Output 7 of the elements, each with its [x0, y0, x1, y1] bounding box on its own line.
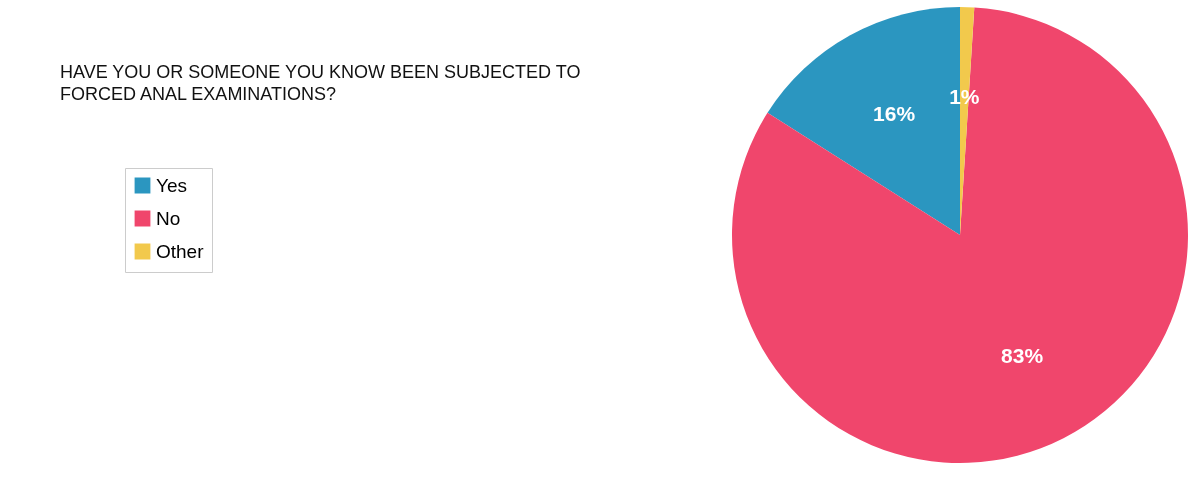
legend-label: No: [156, 207, 181, 229]
text: HAVE YOU OR SOMEONE YOU KNOW BEEN SUBJECTED TO FORCED ANAL EXAMINATIONS?: [60, 62, 581, 104]
pie-slice: [732, 7, 1188, 463]
legend-label: Other: [156, 240, 205, 262]
legend-label: Yes: [156, 174, 187, 196]
data-label: 83%: [1001, 343, 1044, 367]
data-label: 16%: [873, 102, 916, 126]
